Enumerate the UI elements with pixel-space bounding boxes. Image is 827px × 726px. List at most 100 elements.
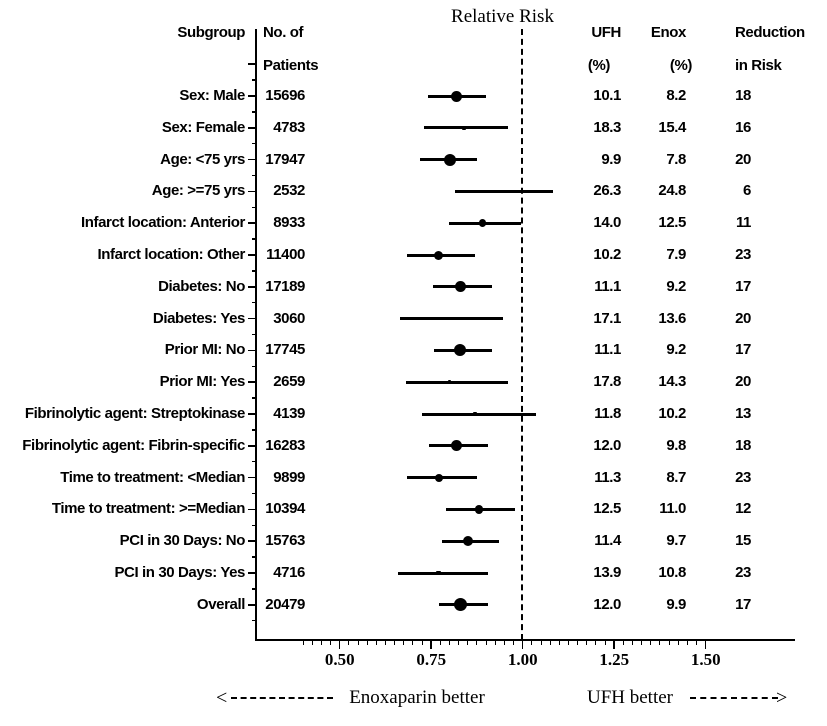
x-axis-minor-tick [357, 641, 359, 645]
point-marker [461, 125, 467, 131]
patient-count: 16283 [265, 436, 305, 454]
ci-line [405, 380, 509, 384]
x-axis-major-tick [338, 641, 341, 649]
patient-count: 10394 [265, 500, 305, 518]
x-axis-minor-tick [320, 641, 322, 645]
ufh-value: 13.9 [593, 564, 621, 581]
column-header-enox: Enox [650, 24, 686, 41]
ufh-value: 11.8 [594, 405, 621, 422]
subgroup-label: Age: >=75 yrs [151, 182, 246, 200]
enox-value: 7.8 [666, 150, 686, 168]
enoxaparin-better-label: Enoxaparin better [349, 687, 485, 708]
reduction-value: 18 [735, 436, 751, 454]
subgroup-label: PCI in 30 Days: No [119, 532, 246, 550]
x-axis-minor-tick [540, 641, 542, 645]
ufh-value: 12.5 [593, 500, 621, 518]
point-marker [434, 473, 443, 482]
patient-count: 17947 [265, 150, 305, 168]
reduction-value: 6 [743, 182, 751, 200]
patient-count: 9899 [273, 468, 305, 486]
column-header-enox-unit: (%) [669, 57, 693, 74]
enox-value: 10.8 [658, 564, 686, 581]
reduction-value: 17 [735, 595, 751, 613]
spine-minor-tick [251, 429, 256, 431]
spine-minor-tick [251, 492, 256, 495]
patient-count: 17745 [265, 341, 305, 359]
reduction-value: 15 [735, 532, 751, 550]
x-axis-minor-tick [302, 641, 304, 645]
x-axis-minor-tick [677, 641, 679, 645]
spine-minor-tick [251, 79, 256, 81]
reduction-value: 20 [735, 309, 751, 327]
right-arrow-icon: > [776, 687, 788, 709]
patient-count: 4139 [273, 405, 305, 422]
subgroup-label: Fibrinolytic agent: Streptokinase [24, 405, 246, 422]
enox-value: 12.5 [658, 214, 686, 232]
spine-major-tick [248, 508, 256, 511]
reduction-value: 12 [735, 500, 751, 518]
ufh-value: 14.0 [593, 214, 621, 232]
x-axis-minor-tick [421, 641, 423, 645]
point-marker [451, 90, 463, 102]
spine-major-tick [248, 127, 256, 129]
spine-minor-tick [251, 174, 256, 177]
x-axis-minor-tick [494, 641, 496, 645]
spine-major-tick [248, 476, 256, 479]
subgroup-label: Infarct location: Anterior [80, 214, 245, 232]
y-axis-spine [255, 29, 257, 640]
chart-title: Relative Risk [451, 6, 554, 27]
x-axis-minor-tick [366, 641, 368, 645]
x-axis-minor-tick [439, 641, 441, 645]
column-header-patients-1: No. of [263, 24, 304, 41]
x-axis-minor-tick [668, 641, 670, 645]
point-marker [447, 380, 452, 384]
spine-major-tick [248, 190, 256, 193]
patient-count: 17189 [265, 277, 305, 295]
ufh-value: 9.9 [601, 150, 621, 168]
ufh-value: 10.2 [593, 246, 621, 263]
spine-major-tick [248, 63, 256, 65]
reduction-value: 13 [735, 405, 751, 422]
x-axis-minor-tick [622, 641, 624, 645]
spine-major-tick [248, 95, 256, 97]
x-axis-major-tick [613, 641, 615, 649]
spine-major-tick [248, 540, 256, 542]
subgroup-label: Diabetes: Yes [152, 309, 245, 327]
x-axis-minor-tick [503, 641, 505, 645]
column-header-patients-2: Patients [263, 57, 319, 74]
reduction-value: 16 [735, 118, 751, 136]
spine-minor-tick [251, 588, 256, 590]
reference-line-rr-1 [521, 29, 523, 640]
subgroup-label: Age: <75 yrs [160, 150, 245, 168]
ci-line [400, 317, 503, 321]
subgroup-label: Overall [196, 595, 245, 613]
point-marker [443, 153, 456, 166]
reduction-value: 18 [735, 87, 751, 104]
x-axis-minor-tick [458, 641, 460, 645]
spine-minor-tick [251, 333, 256, 336]
ufh-value: 17.1 [593, 309, 621, 327]
point-marker [474, 505, 484, 514]
ci-line [422, 412, 536, 416]
subgroup-label: Time to treatment: >=Median [51, 500, 246, 518]
spine-minor-tick [251, 556, 256, 558]
ci-line [398, 571, 488, 575]
spine-major-tick [248, 317, 256, 320]
x-axis-minor-tick [449, 641, 450, 645]
enox-value: 13.6 [658, 309, 686, 327]
x-axis-major-tick [704, 641, 707, 649]
patient-count: 4716 [273, 564, 305, 581]
x-axis-minor-tick [403, 641, 405, 645]
x-axis-minor-tick [330, 641, 332, 645]
subgroup-label: Time to treatment: <Median [60, 468, 245, 486]
x-axis-minor-tick [513, 641, 515, 645]
x-axis-minor-tick [485, 641, 487, 645]
spine-minor-tick [251, 301, 256, 304]
spine-major-tick [248, 445, 256, 447]
reduction-value: 23 [735, 468, 751, 486]
ufh-value: 11.1 [594, 277, 621, 295]
spine-major-tick [248, 222, 256, 224]
x-axis-minor-tick [549, 641, 551, 645]
x-axis-tick-label: 1.50 [690, 650, 721, 669]
